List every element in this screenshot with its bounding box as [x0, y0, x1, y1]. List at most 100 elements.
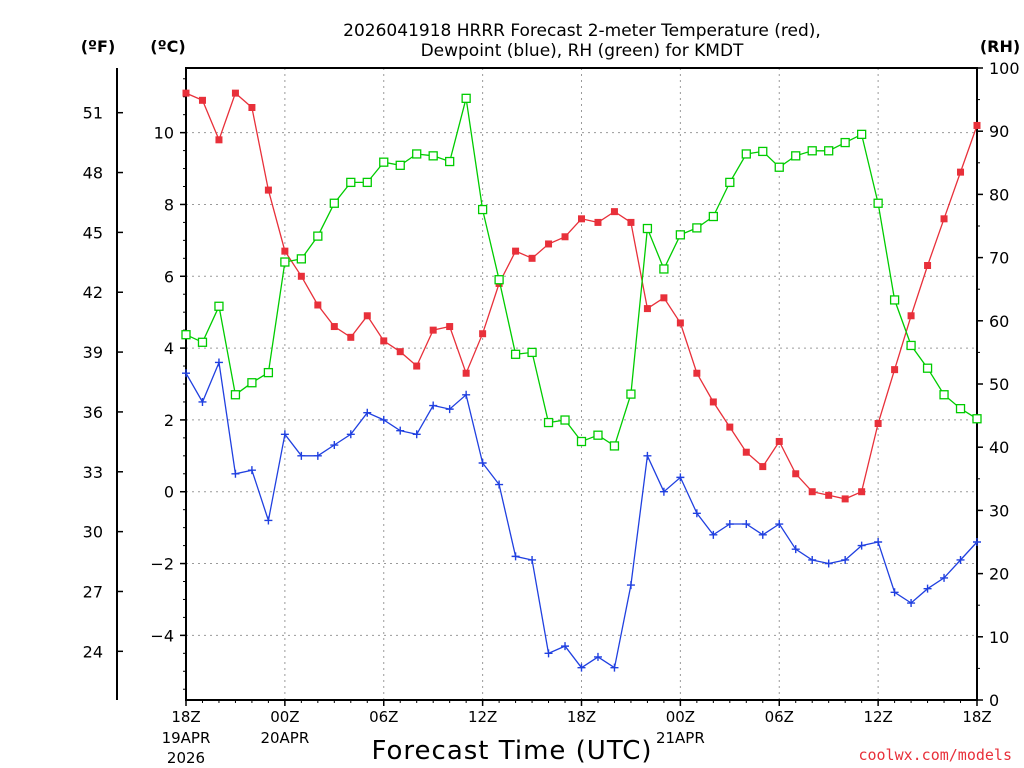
celsius-tick-label: 6	[164, 267, 174, 286]
dewpoint-point	[593, 652, 602, 661]
celsius-tick-label: 4	[164, 339, 174, 358]
rh-point	[280, 257, 290, 267]
celsius-tick-label: 2	[164, 411, 174, 430]
2-meter-temperature-point	[215, 136, 223, 144]
rh-point	[197, 337, 208, 347]
rh-tick-label: 100	[989, 59, 1020, 78]
2-meter-temperature-point	[512, 247, 520, 255]
dewpoint-point	[561, 642, 570, 651]
dewpoint-point	[264, 516, 273, 525]
x-tick-label: 06Z	[369, 708, 398, 726]
dewpoint-point	[742, 520, 751, 529]
rh-point	[362, 177, 372, 188]
rh-tick-label: 80	[989, 185, 1009, 204]
2-meter-temperature-point	[660, 294, 668, 302]
x-tick-label: 06Z	[765, 708, 794, 726]
rh-point	[675, 230, 686, 240]
rh-point	[939, 390, 949, 400]
dewpoint-point	[659, 487, 668, 496]
dewpoint-point	[412, 430, 421, 439]
dewpoint-point	[478, 459, 487, 467]
rh-point	[461, 93, 471, 103]
dewpoint-point	[940, 573, 949, 582]
2-meter-temperature-point	[528, 254, 536, 262]
rh-point	[412, 149, 422, 159]
2-meter-temperature-point	[891, 366, 899, 374]
dewpoint-point	[824, 559, 833, 568]
rh-tick-label: 60	[989, 312, 1009, 331]
dewpoint-point	[973, 538, 981, 546]
x-tick-label: 18Z	[567, 708, 596, 726]
rh-point	[906, 340, 916, 351]
2-meter-temperature-point	[231, 89, 239, 97]
rh-point	[527, 347, 537, 358]
fahrenheit-tick-label: 27	[83, 582, 103, 601]
2-meter-temperature-point	[858, 488, 866, 496]
dewpoint-point	[396, 426, 405, 435]
2-meter-temperature-point	[198, 96, 206, 104]
dewpoint-point	[297, 451, 306, 460]
rh-point	[576, 436, 587, 447]
2-meter-temperature-point	[792, 470, 800, 478]
fahrenheit-tick-label: 24	[83, 642, 103, 661]
rh-tick-label: 40	[989, 438, 1009, 457]
2-meter-temperature-point	[182, 89, 190, 97]
rh-point	[626, 389, 636, 399]
2-meter-temperature-point	[907, 312, 915, 320]
rh-point	[263, 367, 274, 378]
rh-point	[642, 223, 653, 234]
2-meter-temperature-point	[429, 326, 437, 334]
site-credit: coolwx.com/models	[858, 746, 1012, 764]
rh-point	[428, 151, 438, 161]
rh-point	[840, 137, 850, 148]
fahrenheit-tick-label: 48	[83, 164, 103, 183]
plot-frame	[185, 67, 978, 701]
rh-unit-label: (RH)	[980, 37, 1020, 56]
2-meter-temperature-point	[957, 168, 965, 176]
2-meter-temperature-point	[248, 104, 256, 111]
2-meter-temperature-point	[578, 215, 585, 223]
dewpoint-point	[626, 581, 635, 590]
2-meter-temperature-point	[775, 437, 783, 445]
fahrenheit-unit-label: (ºF)	[81, 37, 116, 56]
rh-point	[313, 231, 323, 241]
rh-point	[741, 149, 751, 159]
rh-point	[889, 295, 900, 305]
dewpoint-point	[214, 358, 223, 367]
dewpoint-point	[182, 369, 190, 378]
rh-tick-label: 20	[989, 565, 1009, 584]
chart-title-line1: 2026041918 HRRR Forecast 2-meter Tempera…	[343, 21, 821, 41]
dewpoint-point	[528, 555, 537, 564]
dewpoint-point	[841, 555, 850, 564]
dewpoint-point	[577, 663, 586, 672]
2-meter-temperature-point	[281, 247, 289, 255]
2-meter-temperature-point	[561, 233, 569, 241]
rh-point	[659, 264, 669, 274]
fahrenheit-tick-label: 36	[83, 403, 103, 422]
rh-point	[725, 177, 735, 188]
2-meter-temperature-point	[545, 240, 553, 248]
dewpoint-point	[462, 390, 471, 399]
fahrenheit-tick-label: 30	[83, 523, 103, 542]
2-meter-temperature-point	[627, 218, 635, 226]
rh-point	[922, 363, 933, 373]
2-meter-temperature-point	[742, 448, 750, 456]
2-meter-temperature-point	[808, 488, 816, 496]
dewpoint-point	[643, 451, 652, 460]
dewpoint-point	[808, 555, 817, 564]
2-meter-temperature-point	[610, 208, 618, 216]
dewpoint-point	[330, 441, 339, 450]
rh-point	[593, 430, 603, 440]
rh-point	[214, 301, 224, 311]
dewpoint-point	[247, 466, 256, 475]
2-meter-temperature-point	[676, 319, 684, 327]
dewpoint-point	[231, 469, 240, 478]
celsius-tick-label: −4	[150, 626, 174, 645]
2-meter-temperature-point	[726, 423, 734, 431]
dewpoint-point	[857, 541, 866, 550]
2-meter-temperature-point	[396, 348, 404, 356]
celsius-tick-label: 8	[164, 195, 174, 214]
2-meter-temperature-point	[841, 495, 849, 503]
dewpoint-point	[758, 530, 767, 539]
2-meter-temperature-point	[347, 333, 355, 341]
